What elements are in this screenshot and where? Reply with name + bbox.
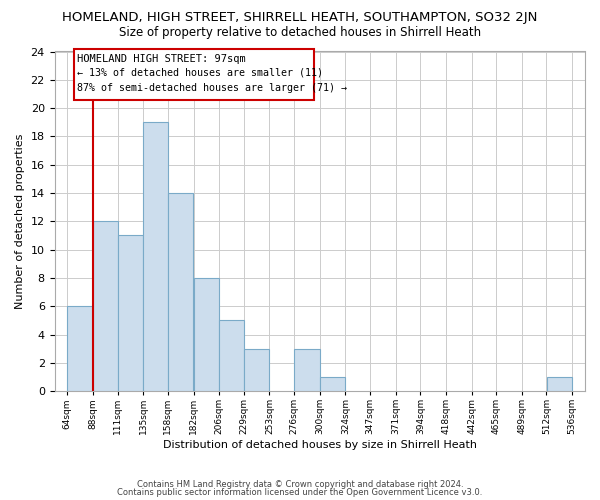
Text: HOMELAND, HIGH STREET, SHIRRELL HEATH, SOUTHAMPTON, SO32 2JN: HOMELAND, HIGH STREET, SHIRRELL HEATH, S… — [62, 11, 538, 24]
Bar — [244, 348, 269, 391]
Text: Contains HM Land Registry data © Crown copyright and database right 2024.: Contains HM Land Registry data © Crown c… — [137, 480, 463, 489]
Bar — [93, 222, 118, 391]
Bar — [143, 122, 168, 391]
Bar — [67, 306, 93, 391]
Bar — [220, 320, 244, 391]
Text: Size of property relative to detached houses in Shirrell Heath: Size of property relative to detached ho… — [119, 26, 481, 39]
Bar — [294, 348, 320, 391]
Text: Contains public sector information licensed under the Open Government Licence v3: Contains public sector information licen… — [118, 488, 482, 497]
Bar — [320, 377, 346, 391]
Text: HOMELAND HIGH STREET: 97sqm: HOMELAND HIGH STREET: 97sqm — [77, 54, 246, 64]
Bar — [547, 377, 572, 391]
Bar — [118, 236, 143, 391]
Bar — [194, 278, 219, 391]
Text: ← 13% of detached houses are smaller (11): ← 13% of detached houses are smaller (11… — [77, 68, 323, 78]
Bar — [168, 193, 193, 391]
Text: 87% of semi-detached houses are larger (71) →: 87% of semi-detached houses are larger (… — [77, 84, 347, 94]
FancyBboxPatch shape — [74, 48, 314, 100]
X-axis label: Distribution of detached houses by size in Shirrell Heath: Distribution of detached houses by size … — [163, 440, 477, 450]
Y-axis label: Number of detached properties: Number of detached properties — [15, 134, 25, 309]
